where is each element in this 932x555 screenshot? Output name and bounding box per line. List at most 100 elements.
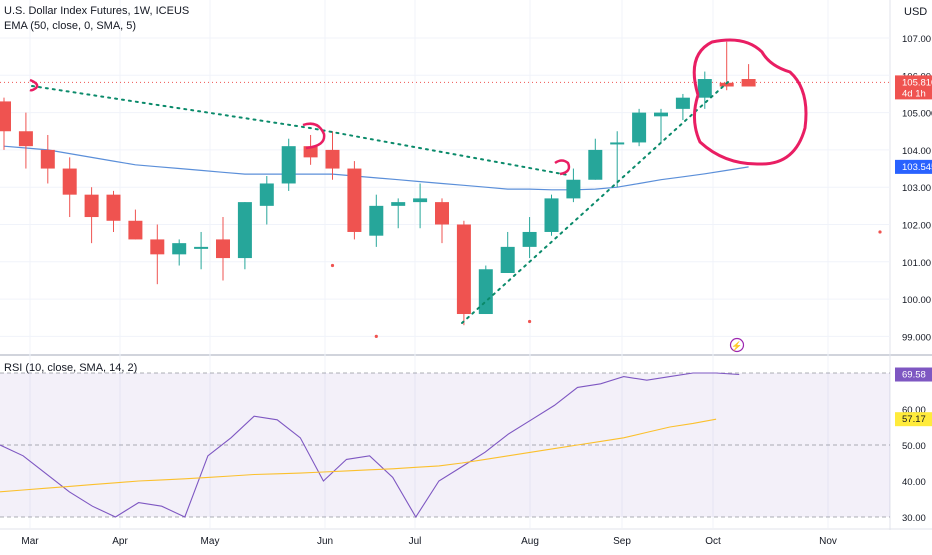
candle	[697, 71, 712, 109]
time-tick-label: Jun	[317, 536, 333, 547]
price-tick-label: 102.00	[902, 221, 931, 232]
rsi-value-badge-text: 69.58	[902, 370, 926, 381]
grid	[0, 0, 890, 528]
candle-body	[40, 149, 55, 169]
candle-body	[84, 194, 99, 218]
candle-body	[413, 198, 428, 203]
candle-body	[325, 149, 340, 169]
candle-body	[478, 269, 493, 315]
rsi-tick-label: 30.00	[902, 513, 926, 524]
price-tick-label: 101.00	[902, 258, 931, 269]
last-price-badge-text: 4d 1h	[902, 88, 926, 99]
ema-line	[3, 145, 749, 191]
resistance-trendline	[31, 85, 569, 176]
candle-body	[18, 131, 33, 147]
chart-title: U.S. Dollar Index Futures, 1W, ICEUS	[4, 5, 190, 17]
candle	[413, 183, 428, 229]
rsi-tick-label: 40.00	[902, 477, 926, 488]
ema-value-badge	[895, 159, 932, 174]
rsi-pane[interactable]	[0, 356, 890, 528]
candle-body	[632, 112, 647, 143]
candle	[303, 134, 318, 165]
price-tick-label: 104.00	[902, 146, 931, 157]
candle	[0, 97, 11, 150]
price-tick-label: 100.00	[902, 295, 931, 306]
candle	[62, 157, 77, 218]
price-tick-label: 103.00	[902, 183, 931, 194]
ema-legend: EMA (50, close, 0, SMA, 5)	[4, 20, 137, 32]
candle-body	[544, 198, 559, 232]
candle-body	[347, 168, 362, 232]
candle	[566, 168, 581, 203]
candle	[522, 217, 537, 259]
last-price-badge	[895, 75, 932, 100]
marker-dot	[528, 319, 532, 324]
candle	[347, 161, 362, 240]
candle	[741, 64, 756, 87]
candle-body	[303, 146, 318, 158]
candle-body	[719, 82, 734, 87]
rsi-ma-line	[0, 418, 717, 493]
rsi-ma-badge-text: 57.17	[902, 414, 926, 425]
candle	[675, 93, 690, 121]
candle-body	[675, 97, 690, 109]
candle-body	[391, 202, 406, 206]
candle-body	[259, 183, 274, 206]
ema-value-badge-text: 103.545	[902, 162, 932, 173]
axis-layer: 107.00106.00105.000104.00103.00102.00101…	[21, 34, 932, 547]
candle	[150, 224, 165, 285]
main-pane[interactable]	[0, 0, 890, 353]
rsi-line	[0, 372, 740, 519]
rsi-legend: RSI (10, close, SMA, 14, 2)	[4, 362, 138, 374]
rsi-tick-label: 60.00	[902, 405, 926, 416]
candle-body	[654, 112, 668, 117]
currency-label: USD	[904, 6, 927, 18]
candle-body	[62, 168, 77, 195]
candle	[500, 231, 515, 273]
candle-body	[566, 179, 581, 199]
candle-body	[172, 243, 187, 255]
candle-body	[522, 231, 537, 247]
candle-layer	[0, 41, 756, 326]
flash-icon	[729, 337, 745, 353]
rsi-layer	[0, 372, 890, 519]
candle-body	[741, 79, 756, 87]
candle-body	[0, 101, 11, 132]
candle-body	[194, 246, 209, 249]
annotation-mark	[554, 159, 571, 176]
candle	[325, 131, 340, 180]
price-tick-label: 105.000	[902, 109, 932, 120]
last-price-badge-text: 105.810	[902, 77, 932, 88]
price-tick-label: 99.000	[902, 332, 931, 343]
candle	[172, 239, 187, 266]
time-tick-label: Nov	[819, 536, 837, 547]
rsi-value-badge	[895, 367, 932, 382]
time-tick-label: Jul	[409, 536, 422, 547]
candle-body	[150, 239, 165, 255]
candle	[544, 194, 559, 236]
marker-dot	[374, 334, 378, 338]
candle-body	[500, 246, 515, 273]
annotation-layer[interactable]: ⚡	[29, 38, 808, 353]
dot-layer	[330, 230, 882, 338]
candle	[40, 134, 55, 184]
marker-dot	[878, 230, 882, 234]
candle-body	[435, 202, 449, 225]
time-tick-label: Oct	[705, 536, 721, 547]
candle	[237, 202, 252, 270]
candle	[456, 220, 471, 326]
rsi-ma-badge	[895, 412, 932, 427]
candle-body	[610, 142, 625, 145]
time-tick-label: Aug	[521, 536, 539, 547]
marker-dot	[330, 263, 335, 268]
candle-body	[369, 205, 384, 236]
candle	[435, 198, 449, 244]
candle	[369, 194, 384, 247]
candle-body	[697, 79, 712, 98]
candle	[216, 217, 230, 281]
candle	[654, 108, 668, 143]
candle	[610, 131, 625, 188]
candle-body	[106, 194, 121, 221]
